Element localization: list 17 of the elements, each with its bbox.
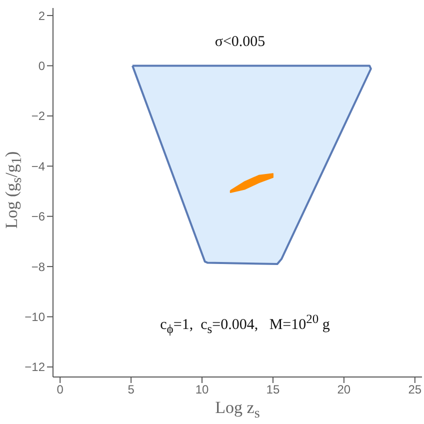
y-tick-label: −4 — [31, 159, 46, 174]
x-tick-label: 20 — [337, 382, 351, 397]
y-tick-label: −8 — [31, 260, 46, 274]
y-tick-label: 2 — [38, 8, 46, 23]
x-axis-title: Log z$_{s}$ — [215, 398, 260, 422]
y-tick-label: −12 — [24, 360, 46, 374]
x-tick-label: 15 — [266, 382, 280, 397]
x-tick-label: 10 — [195, 382, 210, 397]
y-tick-label: 0 — [38, 58, 46, 73]
y-tick-label: −6 — [31, 210, 46, 224]
x-tick-label: 25 — [408, 382, 422, 397]
x-tick-label: 0 — [56, 382, 64, 397]
x-tick-label: 5 — [128, 382, 135, 397]
annotation: c$_{ϕ}$=1, c$_{s}$=0.004, M=10$^{20}$ g — [160, 312, 330, 337]
y-tick-label: −2 — [31, 109, 46, 124]
y-tick-label: −10 — [24, 310, 46, 324]
annotation: σ<0.005 — [214, 34, 266, 51]
